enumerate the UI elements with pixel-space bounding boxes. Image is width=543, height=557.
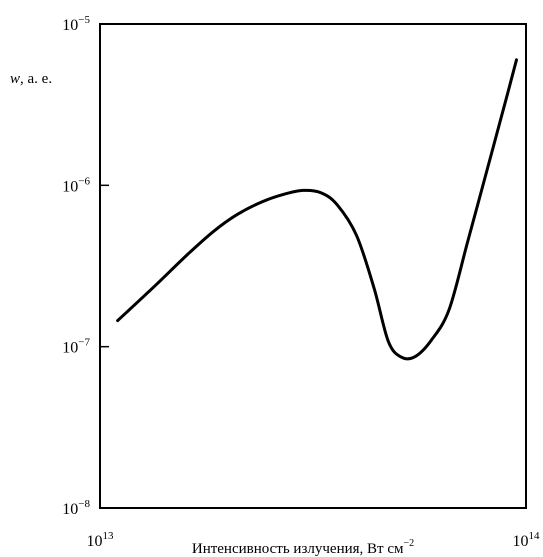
x-tick-label-1e14: 1014 [513,530,541,550]
plot-frame [99,23,527,509]
y-tick-label-1e-5: 10−5 [62,14,90,34]
chart-marks [100,23,519,509]
y-tick-label-1e-7: 10−7 [62,337,90,357]
y-axis-label: w, а. е. [10,71,52,87]
y-tick-label-1e-6: 10−6 [62,175,90,195]
x-axis-label: Интенсивность излучения, Вт см−2 [192,538,414,557]
x-tick-label-1e13: 1013 [87,530,115,550]
y-tick-label-1e-8: 10−8 [62,498,90,518]
series-line-0 [116,58,519,361]
